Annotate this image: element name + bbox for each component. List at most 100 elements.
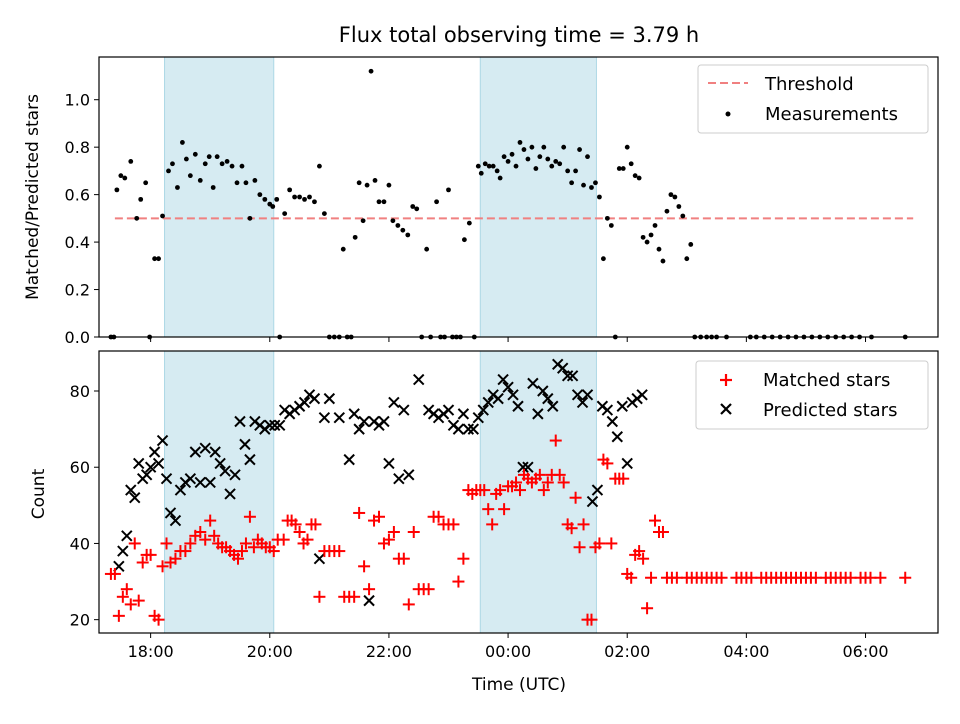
- matched-star-point: [402, 598, 415, 611]
- predicted-star-point: [308, 392, 321, 405]
- measurement-point: [569, 180, 575, 186]
- measurement-point: [525, 156, 531, 162]
- matched-star-point: [452, 575, 465, 588]
- measurement-point: [166, 168, 171, 174]
- measurement-point: [521, 147, 527, 152]
- measurement-point: [197, 177, 203, 183]
- measurement-point: [400, 227, 406, 233]
- matched-star-point: [541, 476, 554, 489]
- predicted-star-point: [140, 469, 153, 481]
- measurement-point: [593, 180, 598, 186]
- measurement-point: [247, 215, 253, 221]
- measurement-point: [372, 177, 378, 183]
- y-tick-label: 40: [70, 534, 90, 553]
- y-tick-label: 0.2: [65, 281, 90, 300]
- predicted-star-point: [497, 373, 509, 386]
- matched-star-point: [120, 583, 133, 596]
- legend-predicted-swatch: [720, 403, 732, 415]
- measurement-point: [632, 173, 638, 179]
- y-tick-label: 80: [70, 382, 90, 401]
- matched-star-point: [152, 613, 165, 626]
- predicted-star-point: [204, 476, 216, 489]
- measurement-point: [156, 256, 161, 262]
- measurement-point: [482, 161, 488, 167]
- measurement-point: [287, 187, 293, 193]
- matched-star-point: [482, 503, 495, 516]
- measurement-point: [152, 256, 158, 262]
- top-axes-frame: [98, 56, 939, 338]
- predicted-star-point: [219, 465, 231, 477]
- predicted-star-point: [472, 411, 484, 424]
- predicted-star-point: [556, 362, 569, 374]
- chart-title: Flux total observing time = 3.79 h: [339, 23, 699, 47]
- matched-star-point: [267, 545, 280, 558]
- measurement-point: [376, 199, 382, 205]
- measurement-point: [210, 185, 216, 190]
- predicted-star-point: [363, 594, 375, 607]
- matched-star-point: [656, 526, 669, 539]
- x-tick-label: 06:00: [842, 642, 888, 661]
- measurement-point: [143, 180, 149, 186]
- measurement-point: [206, 154, 212, 160]
- predicted-star-point: [537, 385, 549, 397]
- measurement-point: [214, 154, 220, 160]
- matched-star-point: [593, 537, 606, 550]
- matched-star-point: [358, 560, 371, 573]
- measurement-point: [624, 144, 630, 150]
- measurement-point: [517, 140, 523, 145]
- predicted-star-points: [113, 358, 648, 607]
- matched-star-point: [243, 510, 256, 523]
- measurement-point: [229, 163, 235, 169]
- measurement-point: [317, 163, 322, 169]
- measurement-point: [122, 175, 128, 181]
- x-tick-label: 02:00: [604, 642, 650, 661]
- measurement-point: [553, 159, 559, 164]
- matched-star-point: [457, 552, 470, 565]
- predicted-star-point: [527, 377, 539, 390]
- predicted-star-point: [244, 453, 256, 466]
- matched-star-point: [601, 457, 614, 470]
- measurement-point: [604, 215, 610, 221]
- matched-star-point: [422, 583, 435, 596]
- measurement-point: [680, 213, 686, 219]
- matched-star-point: [204, 514, 217, 527]
- matched-star-point: [432, 510, 445, 523]
- matched-star-point: [641, 602, 654, 615]
- matched-star-point: [124, 598, 137, 611]
- measurement-point: [616, 166, 622, 171]
- measurement-point: [628, 161, 634, 167]
- measurement-point: [252, 177, 258, 183]
- x-tick-label: 22:00: [366, 642, 412, 661]
- matched-star-point: [277, 533, 290, 546]
- measurement-point: [461, 237, 467, 243]
- predicted-star-point: [148, 446, 161, 458]
- legend-matched-swatch: [720, 374, 732, 386]
- matched-star-point: [239, 537, 252, 550]
- matched-star-point: [577, 518, 590, 531]
- measurement-point: [668, 192, 674, 198]
- predicted-star-point: [542, 392, 554, 405]
- predicted-star-point: [129, 492, 141, 504]
- matched-star-point: [353, 506, 366, 519]
- measurement-point: [257, 192, 263, 198]
- measurement-point: [386, 182, 392, 188]
- top-y-axis-label: Matched/Predicted stars: [23, 94, 43, 300]
- predicted-star-point: [462, 423, 475, 435]
- measurement-point: [672, 194, 678, 200]
- measurement-point: [128, 159, 134, 164]
- predicted-star-point: [611, 431, 624, 443]
- predicted-star-point: [229, 469, 241, 481]
- y-tick-label: 60: [70, 458, 90, 477]
- measurement-point: [243, 180, 249, 186]
- matched-star-point: [112, 609, 125, 622]
- measurement-point: [292, 194, 298, 200]
- measurement-point: [187, 173, 193, 179]
- predicted-star-point: [621, 457, 633, 470]
- predicted-star-point: [383, 457, 395, 470]
- measurement-point: [414, 206, 420, 212]
- predicted-star-point: [457, 408, 470, 420]
- measurement-point: [577, 147, 582, 152]
- predicted-star-point: [264, 419, 276, 432]
- legend-threshold-label: Threshold: [764, 74, 854, 95]
